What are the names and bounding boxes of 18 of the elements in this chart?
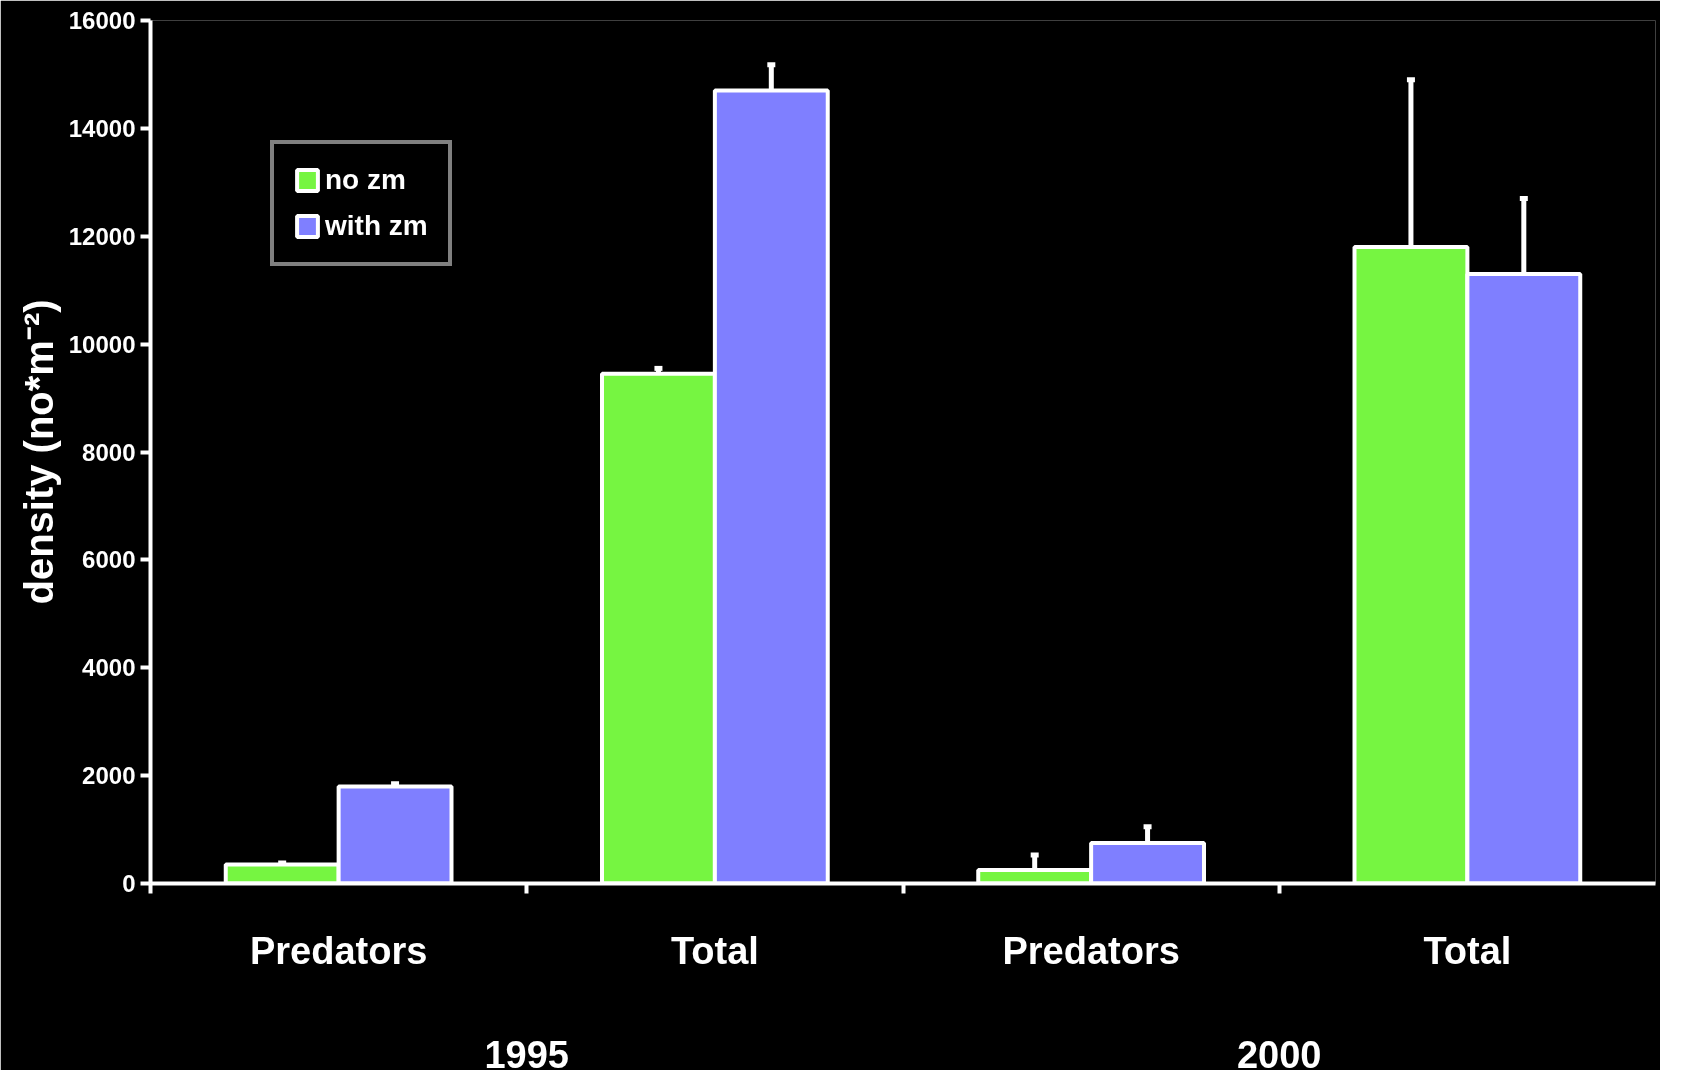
legend-label: with zm — [325, 210, 428, 242]
text: 1995 — [484, 1033, 570, 1076]
y-tick-label: 10000 — [68, 330, 136, 358]
y-tick-label: 16000 — [68, 7, 136, 34]
y-tick-label: 0 — [122, 870, 136, 897]
y-tick-label: 8000 — [82, 438, 136, 466]
y-tick-label: 6000 — [82, 546, 136, 574]
text: 2000 — [1236, 1033, 1322, 1076]
x-tick-label: Predators — [249, 929, 428, 972]
y-tick-label: 14000 — [68, 114, 136, 142]
y-axis-title: density (no*m⁻²) — [16, 299, 61, 605]
y-tick-label: 12000 — [68, 222, 136, 250]
x-tick-label: Total — [1423, 929, 1512, 972]
y-tick-label: 2000 — [82, 762, 136, 790]
y-tick-label: 4000 — [82, 654, 136, 682]
x-tick-label: Total — [670, 929, 759, 972]
x-tick-label: Predators — [1002, 929, 1180, 972]
legend-label: no zm — [325, 164, 406, 196]
